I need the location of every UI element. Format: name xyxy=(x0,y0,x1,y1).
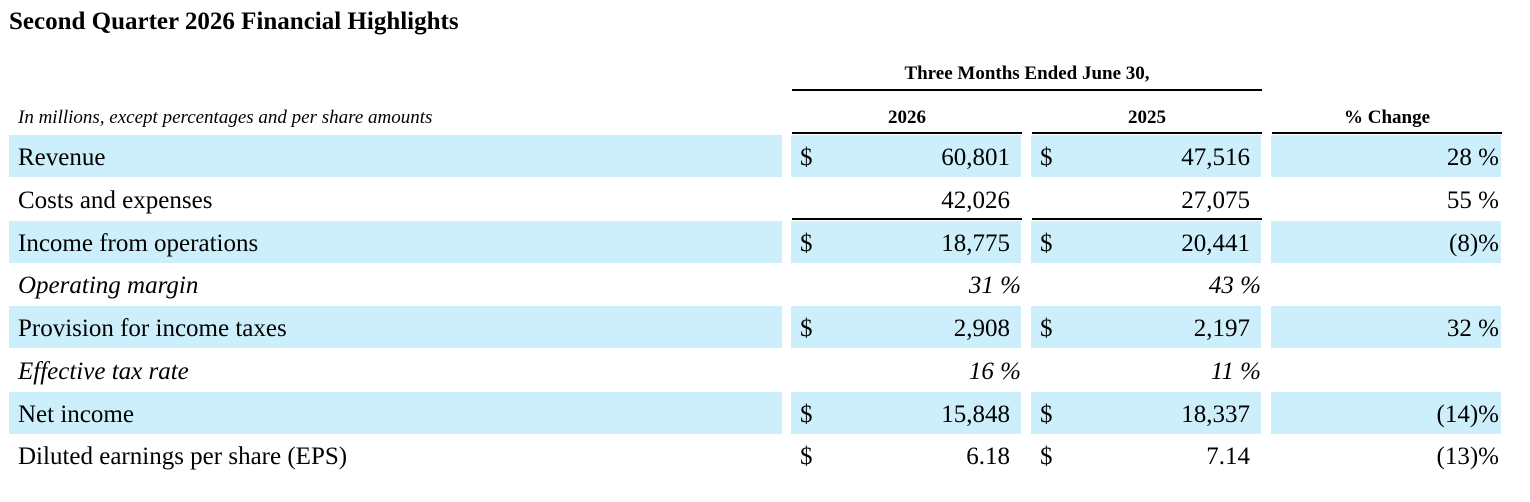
row-shading xyxy=(1031,220,1261,263)
value-current-year: 6.18 xyxy=(966,443,1010,471)
value-percent-change: (14)% xyxy=(1436,400,1499,428)
page-title: Second Quarter 2026 Financial Highlights xyxy=(9,8,459,35)
costs-subtotal-rule-prior xyxy=(1032,218,1262,220)
row-label: Operating margin xyxy=(18,272,199,300)
table-row: Operating margin 31 % 43 % xyxy=(9,263,1501,305)
table-row: Effective tax rate 16 % 11 % xyxy=(9,349,1501,391)
value-percent-change: (13)% xyxy=(1436,443,1499,471)
row-label: Provision for income taxes xyxy=(18,315,287,342)
row-label: Net income xyxy=(18,400,134,428)
value-current-year: 16 % xyxy=(968,357,1021,385)
value-current-year: 2,908 xyxy=(953,315,1010,342)
value-percent-change: (8)% xyxy=(1449,229,1499,257)
row-shading xyxy=(1031,306,1261,348)
row-shading xyxy=(9,391,782,434)
value-current-year: 60,801 xyxy=(941,144,1010,171)
value-percent-change: 55 % xyxy=(1446,186,1499,214)
row-shading xyxy=(791,220,1021,263)
table-row: Costs and expenses 42,026 27,075 55 % xyxy=(9,178,1501,220)
currency-symbol-prior: $ xyxy=(1040,229,1053,257)
value-prior-year: 7.14 xyxy=(1206,443,1250,471)
period-group-header: Three Months Ended June 30, xyxy=(904,63,1150,84)
table-row: Revenue $60,801 $47,516 28 % xyxy=(9,135,1501,177)
currency-symbol-current: $ xyxy=(800,400,813,428)
value-current-year: 42,026 xyxy=(941,186,1010,214)
row-label: Effective tax rate xyxy=(18,357,189,385)
currency-symbol-current: $ xyxy=(800,144,813,171)
units-note: In millions, except percentages and per … xyxy=(18,107,433,128)
value-prior-year: 18,337 xyxy=(1181,400,1250,428)
value-current-year: 18,775 xyxy=(941,229,1010,257)
row-shading xyxy=(1031,135,1261,177)
currency-symbol-current: $ xyxy=(800,229,813,257)
column-header-current-year: 2026 xyxy=(888,107,926,128)
table-row: Income from operations $18,775 $20,441 (8)% xyxy=(9,220,1501,263)
value-current-year: 15,848 xyxy=(941,400,1010,428)
value-current-year: 31 % xyxy=(968,272,1021,300)
row-label: Diluted earnings per share (EPS) xyxy=(18,443,348,471)
value-prior-year: 20,441 xyxy=(1181,229,1250,257)
value-prior-year: 43 % xyxy=(1208,272,1261,300)
value-prior-year: 11 % xyxy=(1210,357,1261,385)
row-shading xyxy=(791,391,1021,434)
currency-symbol-prior: $ xyxy=(1040,315,1053,342)
row-shading xyxy=(1271,135,1501,177)
row-label: Costs and expenses xyxy=(18,186,213,214)
value-percent-change: 28 % xyxy=(1446,144,1499,171)
column-header-prior-year: 2025 xyxy=(1128,107,1166,128)
currency-symbol-current: $ xyxy=(800,443,813,471)
row-shading xyxy=(1271,391,1501,434)
currency-symbol-prior: $ xyxy=(1040,443,1053,471)
value-prior-year: 2,197 xyxy=(1193,315,1250,342)
costs-subtotal-rule-current xyxy=(792,218,1022,220)
row-shading xyxy=(9,135,782,177)
column-header-current-year-rule xyxy=(792,132,1022,134)
row-shading xyxy=(1271,306,1501,348)
currency-symbol-prior: $ xyxy=(1040,144,1053,171)
period-group-rule xyxy=(792,89,1262,91)
row-shading xyxy=(791,306,1021,348)
table-row: Net income $15,848 $18,337 (14)% xyxy=(9,391,1501,434)
table-row: Diluted earnings per share (EPS) $6.18 $7.… xyxy=(9,434,1501,476)
value-percent-change: 32 % xyxy=(1446,315,1499,342)
row-shading xyxy=(9,220,782,263)
currency-symbol-current: $ xyxy=(800,315,813,342)
row-shading xyxy=(1031,391,1261,434)
currency-symbol-prior: $ xyxy=(1040,400,1053,428)
column-header-change-rule xyxy=(1272,132,1502,134)
value-prior-year: 27,075 xyxy=(1181,186,1250,214)
column-header-change: % Change xyxy=(1343,107,1431,128)
row-label: Revenue xyxy=(18,144,106,171)
row-shading xyxy=(9,306,782,348)
row-label: Income from operations xyxy=(18,229,259,257)
column-header-prior-year-rule xyxy=(1032,132,1262,134)
value-prior-year: 47,516 xyxy=(1181,144,1250,171)
row-shading xyxy=(791,135,1021,177)
table-row: Provision for income taxes $2,908 $2,197 32… xyxy=(9,306,1501,348)
row-shading xyxy=(1271,220,1501,263)
